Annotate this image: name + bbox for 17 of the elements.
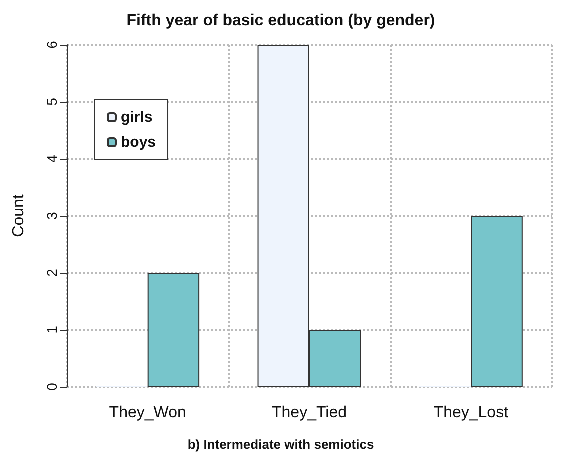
y-tick-label: 5	[44, 98, 60, 106]
bar	[471, 216, 523, 387]
x-tick-label: They_Won	[109, 404, 186, 422]
text: b) Intermediate with semiotics	[188, 437, 374, 452]
y-tick-label: 2	[44, 268, 60, 277]
y-tick-label: 3	[44, 212, 60, 220]
legend-label: girls	[121, 109, 153, 126]
y-tick-label: 0	[44, 382, 60, 391]
y-tick-label: 6	[44, 40, 60, 49]
x-tick-label: They_Tied	[272, 404, 347, 422]
legend-label: boys	[121, 134, 156, 151]
y-tick-label: 4	[44, 154, 60, 163]
y-axis-title: Count	[10, 194, 28, 238]
chart-title: Fifth year of basic education (by gender)	[126, 12, 436, 30]
x-tick-label: They_Lost	[434, 404, 510, 422]
bar	[148, 273, 200, 387]
y-tick-label: 1	[44, 326, 60, 334]
